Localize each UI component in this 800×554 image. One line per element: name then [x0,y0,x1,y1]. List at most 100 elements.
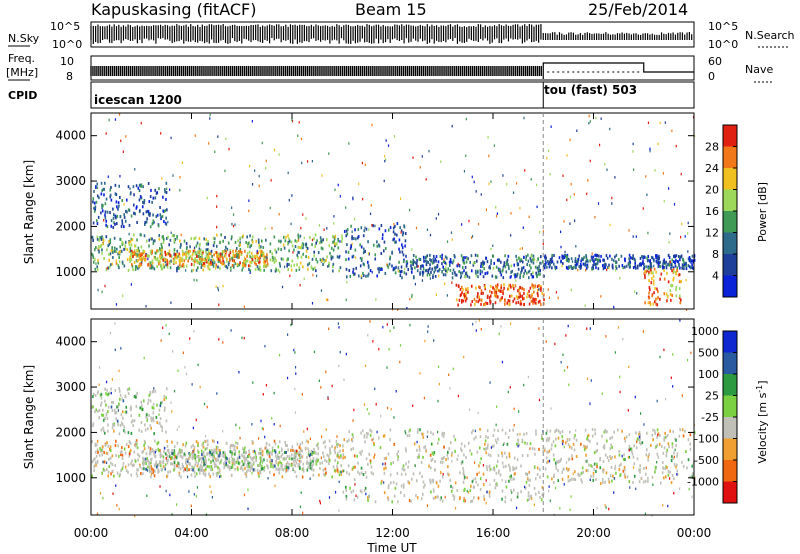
heatmap-cell [124,247,127,251]
heatmap-cell [374,257,377,261]
heatmap-cell [534,284,537,288]
heatmap-cell [536,288,539,292]
heatmap-cell [149,390,152,394]
heatmap-cell [612,474,614,478]
heatmap-cell [682,434,685,438]
heatmap-cell [485,208,488,211]
heatmap-cell [199,464,202,468]
heatmap-cell [311,452,313,456]
heatmap-cell [344,485,347,489]
heatmap-cell [148,413,150,417]
ytick-label: 4000 [55,129,86,143]
heatmap-cell [171,452,173,456]
heatmap-cell [111,246,113,250]
heatmap-cell [263,467,265,471]
heatmap-cell [119,424,122,428]
ytick-label: 1000 [55,265,86,279]
heatmap-cell [441,460,444,464]
heatmap-cell [622,266,624,270]
heatmap-cell [566,255,568,259]
heatmap-cell [508,299,511,303]
heatmap-cell [429,263,431,267]
heatmap-cell [112,213,115,217]
heatmap-cell [493,287,496,291]
heatmap-cell [474,253,477,257]
heatmap-cell [321,461,324,465]
heatmap-cell [678,262,680,266]
heatmap-cell [416,264,418,268]
heatmap-cell [686,466,688,470]
heatmap-cell [689,447,692,451]
heatmap-cell [200,249,202,253]
heatmap-cell [165,222,168,226]
heatmap-cell [176,428,178,432]
heatmap-cell [105,132,107,135]
heatmap-cell [177,452,179,456]
heatmap-cell [183,239,186,243]
heatmap-cell [307,450,310,454]
heatmap-cell [140,233,142,237]
heatmap-cell [250,251,253,255]
heatmap-cell [406,434,409,438]
heatmap-cell [339,266,342,270]
heatmap-cell [555,463,557,467]
heatmap-cell [100,211,102,215]
heatmap-cell [496,283,499,287]
heatmap-cell [434,268,437,272]
heatmap-cell [116,471,119,475]
heatmap-cell [108,258,110,262]
heatmap-cell [661,471,664,475]
heatmap-cell [250,260,253,264]
heatmap-cell [212,258,214,262]
heatmap-cell [480,262,483,266]
heatmap-cell [521,266,523,270]
heatmap-cell [488,494,491,498]
heatmap-cell [515,301,517,305]
heatmap-cell [590,255,593,259]
heatmap-cell [483,497,486,501]
heatmap-cell [224,459,227,463]
heatmap-cell [251,240,254,244]
heatmap-cell [202,468,205,472]
heatmap-cell [130,257,133,261]
heatmap-cell [205,254,208,258]
heatmap-cell [299,447,302,451]
heatmap-cell [493,261,496,265]
heatmap-cell [196,486,199,489]
heatmap-cell [394,486,397,490]
heatmap-cell [246,252,249,256]
heatmap-cell [363,229,366,233]
heatmap-cell [121,222,124,226]
heatmap-cell [656,261,659,265]
heatmap-cell [322,441,325,445]
heatmap-cell [475,273,478,277]
heatmap-cell [211,439,214,443]
heatmap-cell [144,254,147,258]
heatmap-cell [141,467,144,471]
heatmap-cell [165,396,168,400]
heatmap-cell [424,269,427,273]
heatmap-cell [228,255,231,259]
heatmap-cell [496,288,498,292]
heatmap-cell [439,479,441,483]
heatmap-cell [647,272,650,276]
heatmap-cell [648,265,651,269]
heatmap-cell [377,267,379,271]
heatmap-cell [509,468,511,472]
heatmap-cell [204,439,207,443]
heatmap-cell [570,288,572,292]
heatmap-cell [104,443,107,447]
heatmap-cell [567,468,570,472]
heatmap-cell [229,249,232,253]
heatmap-cell [156,249,158,253]
heatmap-cell [307,255,310,259]
heatmap-cell [631,452,634,456]
heatmap-cell [669,429,671,433]
heatmap-cell [510,264,513,268]
heatmap-cell [280,448,283,452]
heatmap-cell [418,257,421,261]
heatmap-cell [164,253,167,257]
heatmap-cell [259,447,261,451]
heatmap-cell [262,264,265,268]
heatmap-cell [657,433,659,437]
